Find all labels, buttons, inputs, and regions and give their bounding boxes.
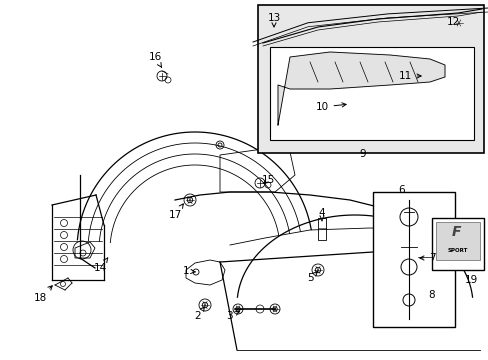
Text: 15: 15 — [261, 175, 274, 185]
Text: 4: 4 — [318, 208, 325, 221]
Text: 7: 7 — [419, 253, 434, 263]
Text: 13: 13 — [267, 13, 280, 27]
Text: 3: 3 — [225, 311, 239, 321]
Bar — [431, 218, 483, 270]
Text: 2: 2 — [194, 307, 204, 321]
Bar — [435, 222, 479, 260]
Text: 8: 8 — [428, 290, 434, 300]
Text: 19: 19 — [464, 275, 477, 285]
Text: 6: 6 — [398, 185, 405, 195]
Text: 14: 14 — [93, 258, 108, 273]
Text: 17: 17 — [168, 204, 183, 220]
Text: 12: 12 — [446, 17, 459, 27]
Text: 18: 18 — [33, 286, 52, 303]
Text: 11: 11 — [398, 71, 420, 81]
Text: SPORT: SPORT — [447, 248, 467, 252]
Polygon shape — [278, 52, 444, 125]
Bar — [317, 218, 325, 240]
Text: 5: 5 — [307, 272, 317, 283]
Text: 1: 1 — [183, 266, 195, 276]
Text: 16: 16 — [148, 52, 162, 67]
Bar — [372, 192, 454, 327]
Text: 9: 9 — [359, 149, 366, 159]
Text: F: F — [450, 225, 460, 239]
Bar — [269, 47, 473, 140]
Text: 10: 10 — [315, 102, 346, 112]
Bar — [258, 5, 483, 153]
